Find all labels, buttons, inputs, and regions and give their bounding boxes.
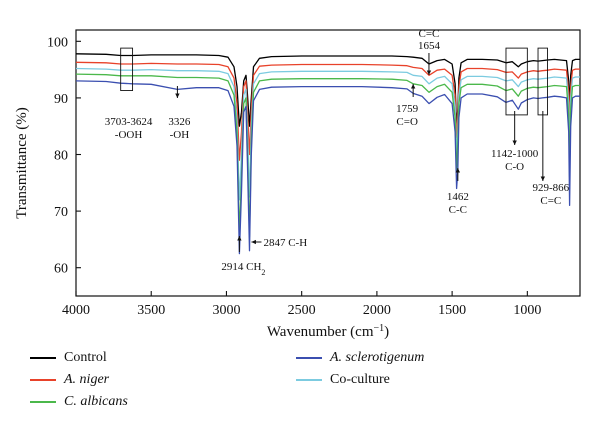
legend-swatch <box>30 379 56 381</box>
annotation-ch-arrowhead <box>251 239 256 245</box>
series-layer <box>75 53 580 255</box>
annotation-oh-text: -OH <box>170 129 190 141</box>
annotation-co1142-text: C-O <box>505 161 524 173</box>
series-line-3 <box>75 73 580 238</box>
chart-legend: Control A. niger C. albicans A. sclerotigen… <box>30 348 590 418</box>
y-tick-label: 80 <box>54 149 68 164</box>
annotation-ooh-box <box>120 47 134 92</box>
legend-swatch <box>296 379 322 381</box>
legend-swatch <box>30 401 56 403</box>
legend-item: A. sclerotigenum <box>296 348 424 368</box>
legend-label: A. sclerotigenum <box>330 350 425 365</box>
legend-swatch <box>296 357 322 359</box>
legend-label: Control <box>64 350 107 365</box>
annotation-oh-arrowhead <box>175 93 180 98</box>
x-tick-label: 3000 <box>212 303 240 318</box>
legend-item: Control <box>30 348 107 368</box>
y-tick-label: 100 <box>47 35 68 50</box>
x-axis-label: Wavenumber (cm−1) <box>267 323 389 341</box>
legend-swatch <box>30 357 56 359</box>
y-tick-label: 70 <box>54 205 68 220</box>
annotation-cc929-text: 929-866 <box>533 182 570 194</box>
x-tick-label: 1000 <box>513 303 541 318</box>
annotation-cc1654-arrowhead <box>426 70 432 75</box>
annotation-ch2-sub: 2 <box>261 268 265 277</box>
y-tick-label: 90 <box>54 92 68 107</box>
annotation-oh-text: 3326 <box>168 116 191 128</box>
x-tick-label: 3500 <box>137 303 165 318</box>
annotation-ch2-text: 2914 CH2 <box>221 261 265 277</box>
annotation-cc1654-text: C=C <box>419 28 440 40</box>
x-tick-label: 1500 <box>438 303 466 318</box>
legend-item: A. niger <box>30 370 109 390</box>
x-tick-label: 2500 <box>288 303 316 318</box>
legend-label: A. niger <box>64 372 110 387</box>
annotation-ch2-arrowhead <box>237 236 242 241</box>
annotation-cc929-box <box>537 47 548 116</box>
series-line-4 <box>75 80 580 255</box>
axis-layer: 4000 3500 3000 2500 2000 1500 1000 60 70 80 90 100 W… <box>14 35 541 340</box>
y-tick-label: 60 <box>54 262 68 277</box>
annotation-ooh-text: 3703-3624 <box>105 116 153 128</box>
annotation-cc1462-text: 1462 <box>447 191 469 203</box>
annotation-cc929-text: C=C <box>540 195 561 207</box>
annotation-co1142-text: 1142-1000 <box>491 148 539 160</box>
legend-label: Co-culture <box>330 372 390 387</box>
x-axis-label-end: ) <box>384 324 389 340</box>
series-line-0 <box>75 53 580 127</box>
annotation-co1759-arrowhead <box>410 84 416 89</box>
x-tick-label: 4000 <box>62 303 90 318</box>
legend-item: C. albicans <box>30 392 128 412</box>
annotation-cc1654-text: 1654 <box>418 40 441 52</box>
y-axis-label: Transmittance (%) <box>14 107 30 219</box>
series-line-1 <box>75 61 580 161</box>
annotation-co1142-arrowhead <box>512 140 517 145</box>
plot-frame <box>75 29 581 297</box>
x-axis-label-sup: −1 <box>374 323 385 334</box>
annotation-ch-text: 2847 C-H <box>263 237 307 249</box>
annotation-cc1462-arrowhead <box>455 168 461 173</box>
plot-area <box>75 29 581 297</box>
annotation-co1759-text: 1759 <box>396 103 419 115</box>
annotation-cc929-arrowhead <box>540 176 546 181</box>
legend-label: C. albicans <box>64 394 128 409</box>
annotation-co1759-text: C=O <box>396 116 418 128</box>
annotation-co1142-box <box>505 47 528 116</box>
annotation-cc1462-text: C-C <box>449 204 467 216</box>
x-tick-label: 2000 <box>363 303 391 318</box>
annotation-ooh-text: -OOH <box>115 129 143 141</box>
series-line-2 <box>75 67 580 201</box>
legend-item: Co-culture <box>296 370 390 390</box>
